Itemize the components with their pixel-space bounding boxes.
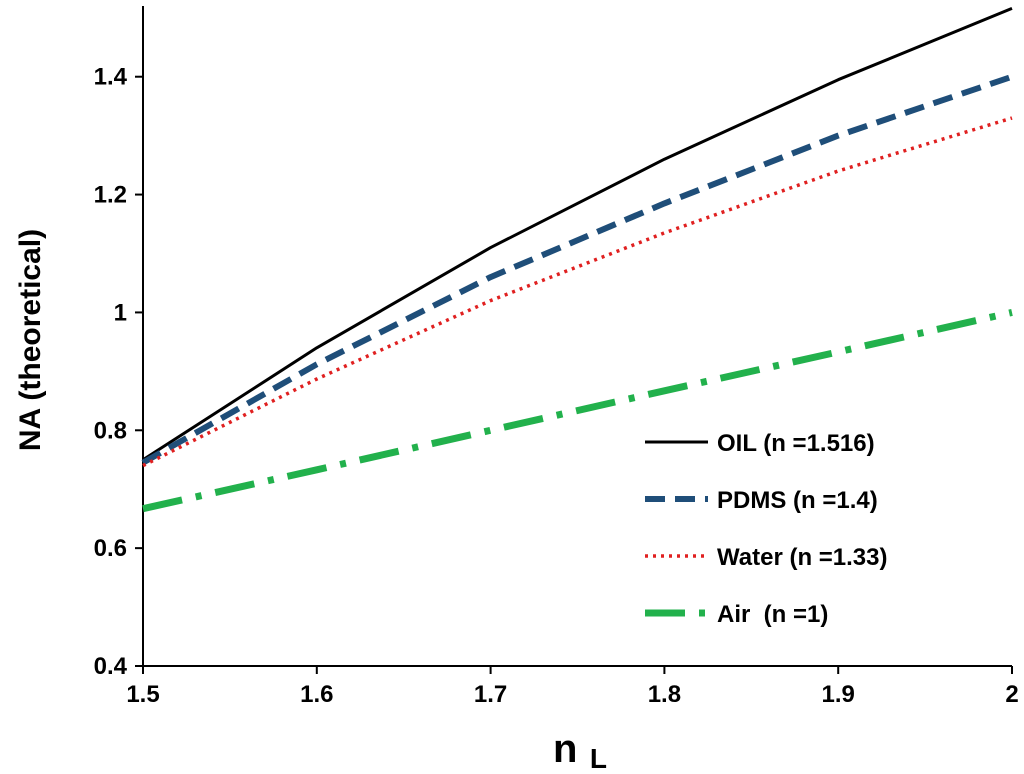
y-tick-label: 0.4 bbox=[94, 653, 128, 680]
legend: OIL (n =1.516) PDMS (n =1.4) Water (n =1.3… bbox=[645, 430, 888, 628]
y-tick-label: 1.2 bbox=[94, 182, 127, 209]
series-lines bbox=[141, 7, 1013, 513]
series-line-water bbox=[142, 116, 1013, 468]
y-tick-label: 0.8 bbox=[94, 417, 127, 444]
x-tick-label: 1.7 bbox=[474, 681, 507, 708]
series-line-oil bbox=[142, 7, 1013, 462]
x-tick-label: 2 bbox=[1005, 681, 1018, 708]
legend-label-pdms: PDMS (n =1.4) bbox=[717, 487, 878, 514]
series-line-air bbox=[142, 308, 1013, 513]
series-line-pdms bbox=[141, 73, 1013, 466]
legend-label-air: Air (n =1) bbox=[717, 601, 828, 628]
legend-label-water: Water (n =1.33) bbox=[717, 544, 888, 571]
y-tick-label: 0.6 bbox=[94, 535, 127, 562]
x-axis-title-subscript: L bbox=[590, 743, 607, 774]
x-tick-label: 1.8 bbox=[648, 681, 681, 708]
x-tick-label: 1.5 bbox=[126, 681, 159, 708]
x-axis-title-main: n bbox=[553, 727, 577, 771]
legend-label-oil: OIL (n =1.516) bbox=[717, 430, 875, 457]
y-tick-label: 1 bbox=[114, 299, 127, 326]
y-axis-title: NA (theoretical) bbox=[14, 229, 47, 451]
x-axis-title: n L bbox=[553, 727, 607, 774]
x-tick-label: 1.6 bbox=[300, 681, 333, 708]
axes: 1.5 1.6 1.7 1.8 1.9 2 0.4 0.6 0.8 1 1.2 1.4 bbox=[94, 6, 1019, 708]
x-tick-label: 1.9 bbox=[822, 681, 855, 708]
y-tick-label: 1.4 bbox=[94, 64, 128, 91]
